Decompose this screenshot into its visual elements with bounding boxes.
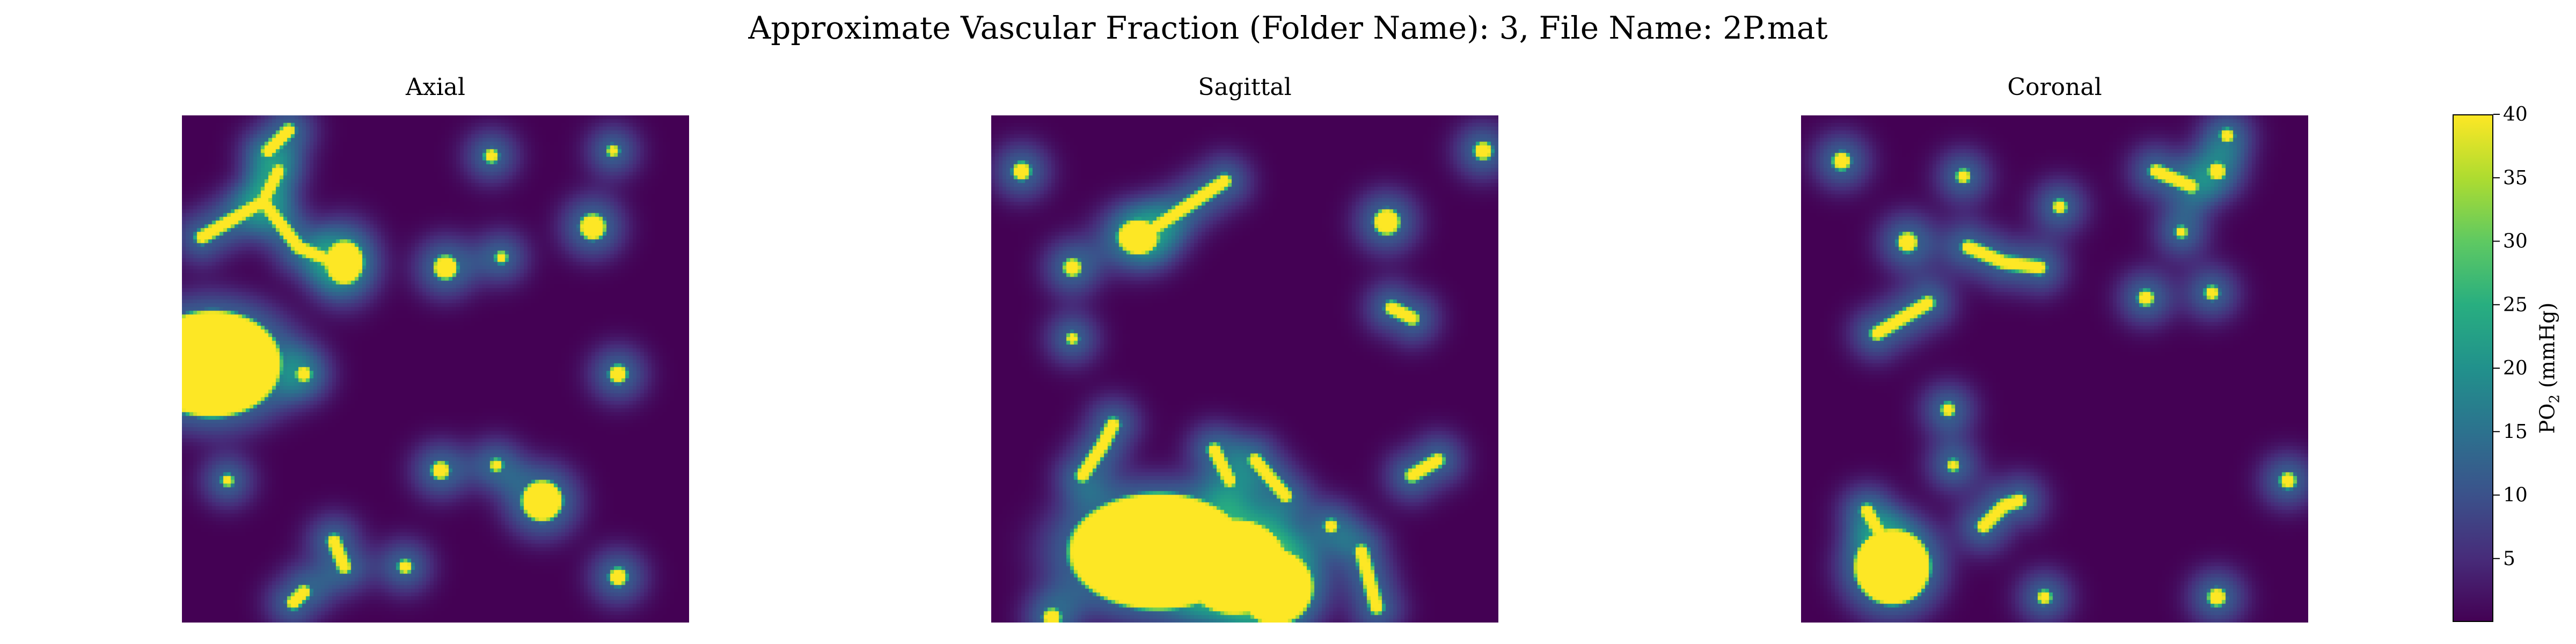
colorbar-tick-label: 35 <box>2503 167 2528 189</box>
colorbar-axis: 5 10 15 20 25 30 35 40 <box>2493 104 2528 570</box>
colorbar-tick-label: 25 <box>2503 294 2528 316</box>
colorbar-label: PO2 (mmHg) <box>2533 114 2565 622</box>
colorbar-tick-label: 20 <box>2503 357 2528 379</box>
colorbar: 5 10 15 20 25 30 35 40 PO2 (mmHg) <box>2453 104 2576 623</box>
colorbar-tick-label: 5 <box>2503 548 2515 570</box>
colorbar-gradient <box>2453 114 2493 622</box>
colorbar-tick-label: 10 <box>2503 485 2528 507</box>
figure-title: Approximate Vascular Fraction (Folder Na… <box>748 10 1828 46</box>
heatmap-coronal <box>1801 115 2308 623</box>
panel-title-axial: Axial <box>406 74 465 101</box>
panel-title-sagittal: Sagittal <box>1198 74 1292 101</box>
panel-title-coronal: Coronal <box>2007 74 2102 101</box>
heatmap-sagittal <box>991 115 1498 623</box>
colorbar-label-unit: (mmHg) <box>2535 302 2559 394</box>
colorbar-tick-label: 15 <box>2503 421 2528 443</box>
heatmap-axial <box>182 115 689 623</box>
colorbar-label-main: PO <box>2535 403 2559 434</box>
colorbar-tick-label: 30 <box>2503 231 2528 253</box>
colorbar-tick-label: 40 <box>2503 104 2528 126</box>
colorbar-label-sub: 2 <box>2546 394 2563 404</box>
